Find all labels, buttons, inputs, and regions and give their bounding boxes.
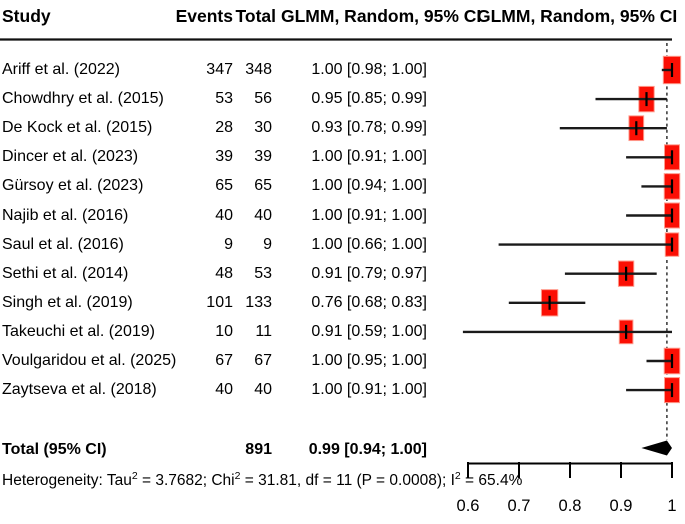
pooled-row-total: 891 — [245, 441, 272, 458]
study-name: Singh et al. (2019) — [2, 293, 133, 311]
het-sup: 2 — [234, 470, 241, 482]
het-text: = 65.4% — [460, 472, 523, 490]
het-sup: 2 — [454, 470, 461, 482]
study-events: 40 — [215, 381, 233, 399]
study-events: 53 — [215, 90, 233, 108]
study-total: 56 — [254, 90, 272, 108]
study-name: Najib et al. (2016) — [2, 206, 129, 224]
study-total: 53 — [254, 264, 272, 282]
pooled-row-ci: 0.99 [0.94; 1.00] — [308, 441, 427, 458]
heterogeneity-note: Heterogeneity: Tau2 = 3.7682; Chi2 = 31.… — [2, 470, 522, 490]
study-name: Sethi et al. (2014) — [2, 264, 129, 282]
study-total: 65 — [254, 177, 272, 195]
pooled-row-label: Total (95% CI) — [2, 441, 107, 458]
study-events: 10 — [215, 322, 233, 340]
study-ci: 1.00 [0.95; 1.00] — [311, 352, 427, 369]
study-ci: 0.91 [0.79; 0.97] — [311, 264, 427, 282]
study-name: Chowdhry et al. (2015) — [2, 90, 164, 108]
study-total: 40 — [254, 381, 272, 399]
column-header-study: Study — [2, 6, 51, 26]
study-events: 48 — [215, 264, 233, 282]
study-name: De Kock et al. (2015) — [2, 119, 153, 137]
study-events: 65 — [215, 177, 233, 195]
study-ci: 1.00 [0.98; 1.00] — [311, 61, 427, 78]
study-name: Voulgaridou et al. (2025) — [2, 352, 177, 369]
column-header-total: Total — [235, 6, 276, 26]
study-ci: 1.00 [0.91; 1.00] — [311, 381, 427, 399]
study-ci: 0.95 [0.85; 0.99] — [311, 90, 427, 108]
column-header-events: Events — [175, 6, 233, 26]
het-text: = 31.81, df = 11 (P = 0.0008); I — [240, 472, 455, 490]
study-total: 348 — [245, 61, 272, 78]
study-events: 40 — [215, 206, 233, 224]
het-sup: 2 — [131, 470, 138, 482]
study-total: 9 — [263, 235, 272, 253]
study-events: 347 — [206, 61, 233, 78]
study-events: 28 — [215, 119, 233, 137]
study-ci: 1.00 [0.66; 1.00] — [311, 235, 427, 253]
study-name: Saul et al. (2016) — [2, 235, 124, 253]
het-text: Heterogeneity: Tau — [2, 472, 132, 490]
study-events: 39 — [215, 148, 233, 166]
study-ci: 1.00 [0.91; 1.00] — [311, 148, 427, 166]
study-total: 30 — [254, 119, 272, 137]
study-ci: 0.91 [0.59; 1.00] — [311, 322, 427, 340]
study-total: 11 — [255, 322, 272, 340]
plot-column-header: GLMM, Random, 95% CI — [477, 6, 678, 26]
study-name: Ariff et al. (2022) — [2, 61, 120, 78]
study-ci: 1.00 [0.91; 1.00] — [311, 206, 427, 224]
study-total: 67 — [254, 352, 272, 369]
study-ci: 0.93 [0.78; 0.99] — [311, 119, 427, 137]
study-events: 101 — [206, 293, 233, 311]
study-name: Takeuchi et al. (2019) — [2, 322, 155, 340]
study-total: 40 — [254, 206, 272, 224]
study-events: 9 — [224, 235, 233, 253]
study-name: Zaytseva et al. (2018) — [2, 381, 157, 399]
study-ci: 0.76 [0.68; 0.83] — [311, 293, 427, 311]
het-text: = 3.7682; Chi — [137, 472, 235, 490]
study-ci: 1.00 [0.94; 1.00] — [311, 177, 427, 195]
study-events: 67 — [215, 352, 233, 369]
study-total: 39 — [254, 148, 272, 166]
study-name: Gürsoy et al. (2023) — [2, 177, 144, 195]
study-total: 133 — [245, 293, 272, 311]
study-name: Dincer et al. (2023) — [2, 148, 139, 166]
column-header-ci: GLMM, Random, 95% CI — [281, 6, 482, 26]
